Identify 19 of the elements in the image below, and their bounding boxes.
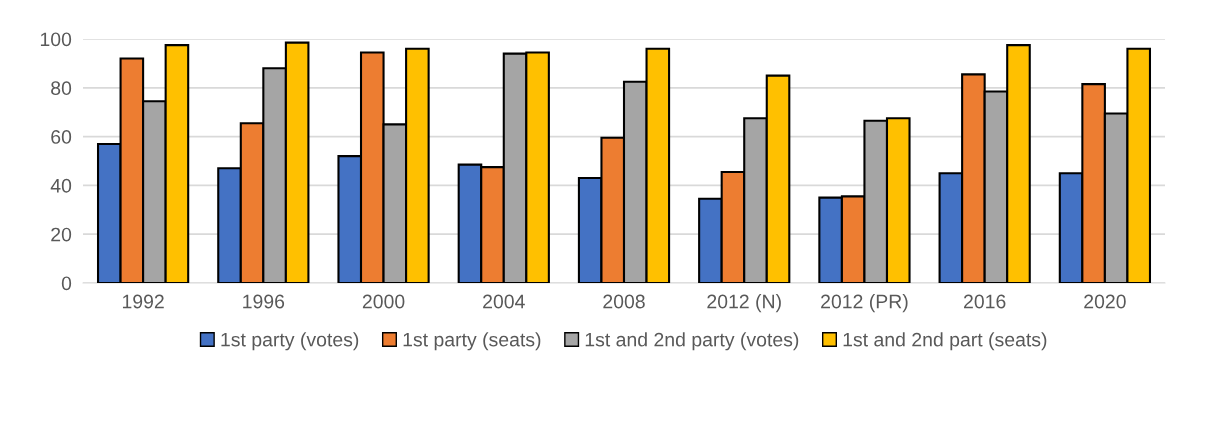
x-tick-label: 2020 — [1084, 294, 1126, 309]
x-tick-label: 2000 — [362, 294, 405, 309]
x-tick-label: 1996 — [243, 294, 285, 309]
legend-label: 1st party (votes) — [221, 332, 359, 351]
legend-label: 1st and 2nd party (votes) — [585, 332, 799, 351]
x-tick-label: 1992 — [122, 294, 164, 309]
y-tick-label: 80 — [51, 81, 72, 96]
y-tick-label: 60 — [51, 130, 72, 144]
x-tick-label: 2016 — [964, 294, 1006, 309]
x-tick-label: 2004 — [483, 294, 525, 309]
y-tick-label: 0 — [61, 276, 72, 291]
x-tick-label: 2012 (N) — [707, 294, 781, 313]
legend-label: 1st and 2nd part (seats) — [843, 332, 1047, 351]
x-tick-label: 2008 — [603, 294, 645, 309]
y-tick-label: 100 — [40, 32, 72, 47]
y-tick-label: 20 — [51, 227, 72, 242]
x-tick-label: 2012 (PR) — [821, 294, 908, 313]
y-tick-label: 40 — [50, 178, 72, 193]
legend-label: 1st party (seats) — [403, 332, 541, 351]
